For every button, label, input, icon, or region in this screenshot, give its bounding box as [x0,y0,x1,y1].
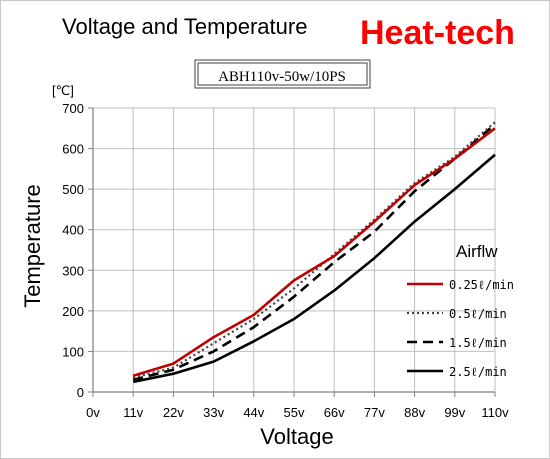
x-tick-labels: 0v 11v 22v 33v 44v 55v 66v 77v 88v 99v 110v [86,405,509,420]
x-tick-label: 33v [203,405,224,420]
subtitle-box: ABH110v-50w/10PS [194,59,371,89]
x-tick-label: 55v [284,405,305,420]
x-tick-label: 99v [444,405,465,420]
series-line-1 [132,127,496,378]
y-tick-label: 0 [77,385,84,400]
x-tick-label: 22v [163,405,184,420]
legend-label-1: 0.25ℓ/min [449,278,514,292]
x-tick-label: 44v [243,405,264,420]
x-tick-label: 88v [404,405,425,420]
x-tick-label: 110v [481,405,509,420]
y-tick-label: 300 [62,263,84,278]
y-tick-label: 100 [62,344,84,359]
brand-logo: Heat-tech [360,14,515,52]
chart-title: Voltage and Temperature [62,14,307,39]
y-tick-label: 500 [62,182,84,197]
legend: Airflw 0.25ℓ/min 0.5ℓ/min 1.5ℓ/min 2.5ℓ/min [407,242,514,379]
x-tick-label: 66v [324,405,345,420]
x-tick-label: 11v [123,405,143,420]
y-tick-labels: 0 100 200 300 400 500 600 700 [62,101,84,400]
legend-label-4: 2.5ℓ/min [449,365,507,379]
series-lines [132,121,496,384]
series-line-3 [132,123,496,382]
grid [88,107,496,397]
x-tick-label: 0v [86,405,100,420]
y-axis-label: Temperature [20,184,45,308]
y-tick-label: 400 [62,223,84,238]
x-axis-label: Voltage [260,424,333,449]
legend-title: Airflw [456,242,498,261]
y-tick-label: 200 [62,304,84,319]
series-line-2 [132,121,496,379]
chart-subtitle: ABH110v-50w/10PS [218,69,346,85]
series-line-4 [132,153,496,384]
legend-label-3: 1.5ℓ/min [449,336,507,350]
y-tick-label: 700 [62,101,84,116]
legend-label-2: 0.5ℓ/min [449,307,507,321]
y-tick-label: 600 [62,142,84,157]
y-axis-unit: [℃] [52,83,74,98]
x-tick-label: 77v [364,405,385,420]
